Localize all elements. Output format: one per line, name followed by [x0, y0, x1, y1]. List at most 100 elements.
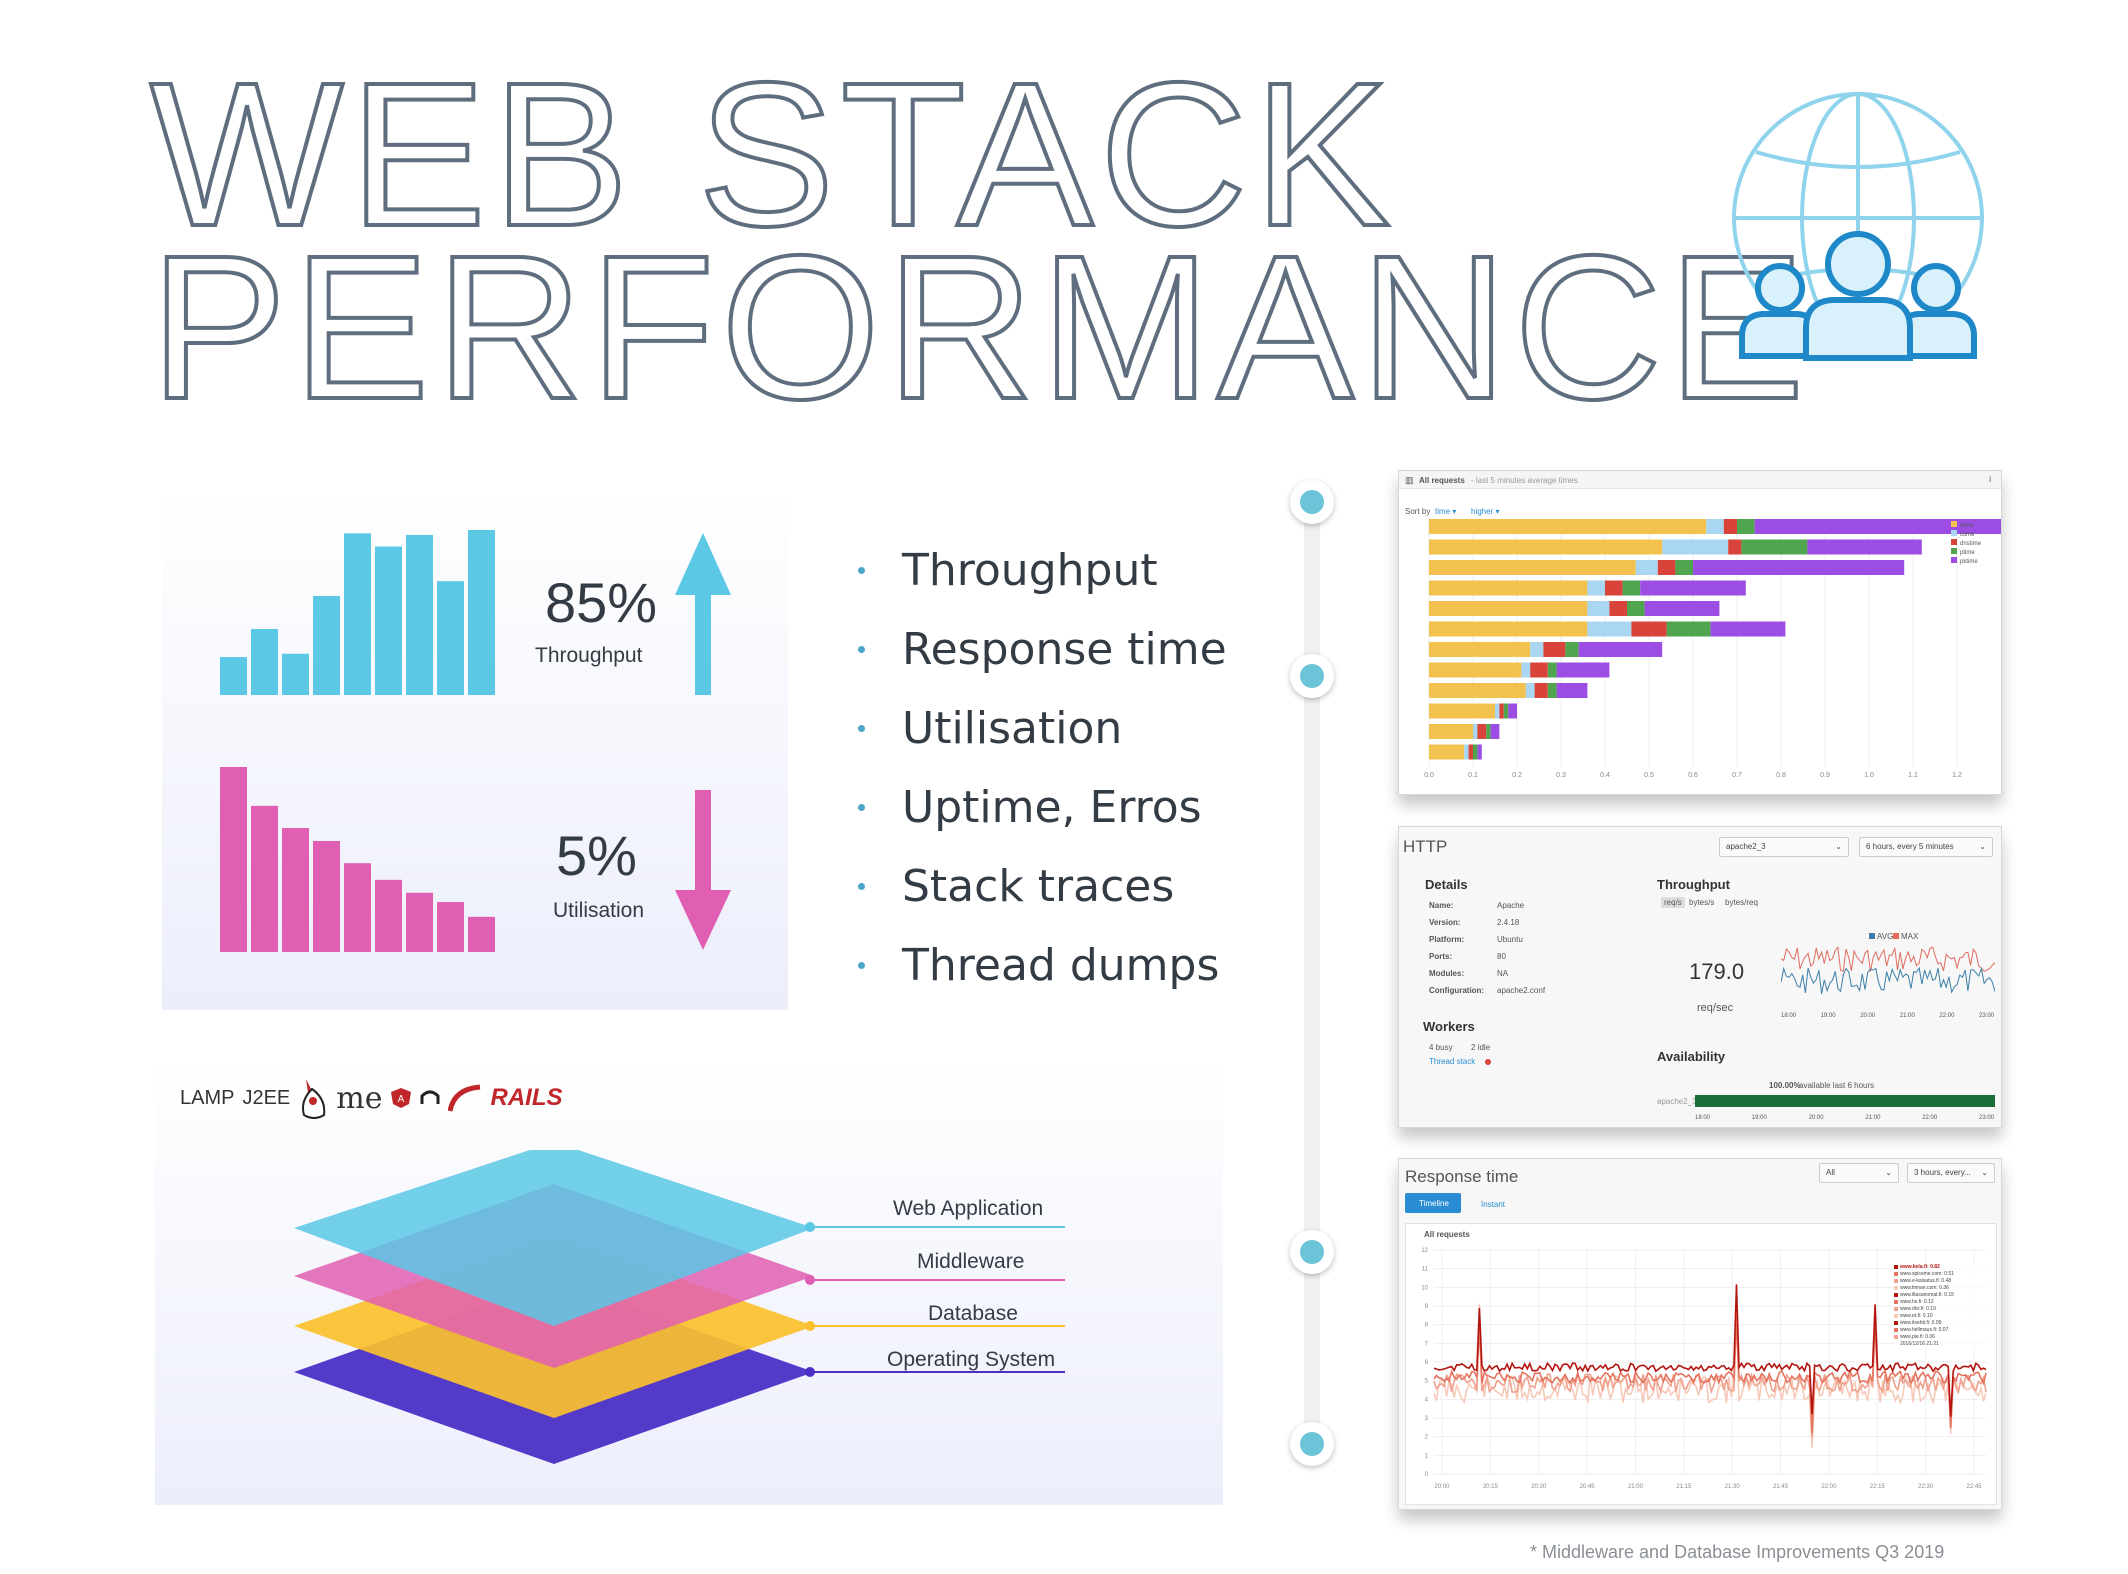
- request-bar-segment: [1728, 539, 1742, 555]
- response-series-line: [1433, 1313, 1987, 1437]
- request-bar-segment: [1631, 621, 1667, 637]
- throughput-bar: [313, 596, 340, 695]
- availability-value: 100.00%: [1769, 1081, 1801, 1090]
- time-tick: 23:00: [1979, 1013, 1995, 1019]
- globe-users-icon: [1732, 92, 1984, 361]
- response-legend: www.kela.fi: 0.82 www.spiceme.com: 0.51 ww…: [1894, 1264, 1990, 1348]
- request-bar-segment: [1737, 519, 1755, 534]
- time-tick: 23:00: [1979, 1115, 1995, 1121]
- legend-entry: www.itsehti.fi: 0.09: [1894, 1320, 1990, 1327]
- workers-idle: 2 idle: [1471, 1043, 1491, 1052]
- request-bar-segment: [1429, 519, 1707, 534]
- legend-swatch: [1951, 548, 1957, 554]
- unit-tab-bytes-s[interactable]: bytes/s: [1689, 898, 1715, 907]
- availability-bar: [1695, 1095, 1995, 1107]
- rails-icon: [448, 1084, 481, 1112]
- request-bar-segment: [1543, 642, 1566, 657]
- x-tick-label: 21:00: [1628, 1484, 1644, 1490]
- request-bar-segment: [1666, 621, 1711, 637]
- request-bar-segment: [1627, 601, 1645, 616]
- thread-stack-link[interactable]: Thread stack: [1429, 1057, 1476, 1066]
- x-tick-label: 0.7: [1732, 772, 1742, 779]
- request-bar-segment: [1587, 580, 1605, 596]
- request-bar-segment: [1495, 703, 1500, 719]
- tab-instant[interactable]: Instant: [1481, 1200, 1506, 1209]
- layer-label-middleware: Middleware: [917, 1250, 1025, 1273]
- server-select[interactable]: apache2_3 ⌄: [1719, 837, 1849, 857]
- http-title: HTTP: [1403, 837, 1448, 856]
- request-bar-segment: [1490, 724, 1500, 739]
- unit-tab-req-s[interactable]: req/s: [1661, 897, 1685, 908]
- response-series-line: [1433, 1317, 1987, 1434]
- sort-order-select[interactable]: higher ▾: [1471, 507, 1500, 516]
- status-dot: [1485, 1059, 1491, 1065]
- legend-swatch: [1951, 539, 1957, 545]
- request-bar-segment: [1657, 560, 1676, 575]
- node-icon: [420, 1090, 440, 1104]
- sort-field-select[interactable]: time ▾: [1435, 507, 1457, 516]
- y-tick-label: 12: [1421, 1248, 1428, 1254]
- feature-label: Thread dumps: [902, 940, 1220, 991]
- page-title-line-2: PERFORMANCE: [148, 213, 1811, 442]
- mean-logo: me: [336, 1080, 383, 1116]
- j2ee-logo: J2EE: [242, 1086, 291, 1109]
- max-series-line: [1781, 946, 1995, 972]
- x-tick-label: 20:00: [1434, 1484, 1450, 1490]
- request-bar-segment: [1521, 662, 1531, 678]
- range-select[interactable]: 3 hours, every... ⌄: [1907, 1163, 1995, 1183]
- utilisation-bar: [344, 863, 371, 952]
- requests-subheader: - last 5 minutes average times: [1471, 476, 1578, 485]
- filter-select[interactable]: All ⌄: [1819, 1163, 1899, 1183]
- feature-label: Throughput: [902, 545, 1158, 596]
- throughput-unit: req/sec: [1697, 1002, 1734, 1014]
- legend-swatch: [1951, 530, 1957, 536]
- availability-host: apache2_3: [1657, 1097, 1697, 1106]
- x-tick-label: 21:30: [1725, 1484, 1741, 1490]
- unit-tab-bytes-req[interactable]: bytes/req: [1725, 898, 1758, 907]
- utilisation-bar: [437, 902, 464, 952]
- requests-header: All requests: [1419, 476, 1465, 485]
- layer-label-operating-system: Operating System: [887, 1348, 1056, 1371]
- throughput-title: Throughput: [1657, 877, 1730, 892]
- legend-entry: www.iltasanomat.fi: 0.15: [1894, 1292, 1990, 1299]
- chart-icon: ▥: [1405, 475, 1414, 485]
- workers-title: Workers: [1423, 1019, 1475, 1034]
- tab-timeline[interactable]: Timeline: [1405, 1193, 1461, 1213]
- request-bar-segment: [1530, 662, 1548, 678]
- request-bar-segment: [1473, 724, 1478, 739]
- time-tick: 18:00: [1695, 1115, 1711, 1121]
- request-bar-segment: [1693, 560, 1905, 575]
- request-bar-segment: [1556, 683, 1588, 698]
- request-bar-segment: [1429, 580, 1588, 596]
- request-bar-segment: [1605, 580, 1623, 596]
- request-bar-segment: [1477, 724, 1487, 739]
- throughput-value: 85%: [545, 571, 658, 634]
- utilisation-bar: [406, 892, 433, 952]
- x-tick-label: 20:15: [1483, 1484, 1499, 1490]
- x-tick-label: 21:15: [1676, 1484, 1692, 1490]
- availability-title: Availability: [1657, 1049, 1726, 1064]
- request-bar-segment: [1547, 662, 1557, 678]
- page-title-line-1: WEB STACK: [148, 40, 1397, 269]
- legend-entry: www.hs.fi: 0.12: [1894, 1299, 1990, 1306]
- request-bar-segment: [1644, 601, 1720, 616]
- feature-label: Uptime, Erros: [902, 782, 1202, 833]
- detail-key: Name:: [1429, 901, 1454, 910]
- range-select[interactable]: 6 hours, every 5 minutes ⌄: [1859, 837, 1993, 857]
- legend-label: ptime: [1960, 550, 1975, 556]
- request-bar-segment: [1429, 683, 1526, 698]
- request-bar-segment: [1429, 601, 1588, 616]
- feature-label: Response time: [902, 624, 1227, 675]
- request-bar-segment: [1477, 744, 1482, 760]
- angular-icon: A: [391, 1088, 412, 1108]
- lamp-logo: LAMP: [180, 1086, 235, 1109]
- response-time-title: Response time: [1405, 1167, 1519, 1186]
- utilisation-bar-chart: [220, 767, 495, 952]
- y-tick-label: 1: [1425, 1453, 1429, 1459]
- request-bar-segment: [1710, 621, 1786, 637]
- info-icon[interactable]: ⅰ: [1989, 475, 1992, 484]
- throughput-bar: [406, 534, 433, 695]
- legend-label: dnstime: [1960, 541, 1982, 547]
- request-bar-segment: [1429, 724, 1473, 739]
- throughput-line-chart: [1781, 946, 1995, 994]
